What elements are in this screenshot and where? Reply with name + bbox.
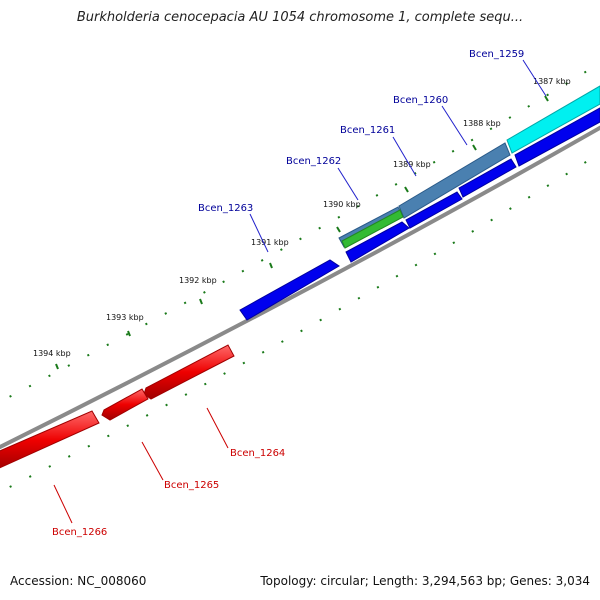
map-title: Burkholderia cenocepacia AU 1054 chromos… [76, 10, 524, 25]
tick-label-1389: 1389 kbp [393, 160, 431, 169]
reverse-label-leaders [53, 407, 229, 524]
major-ticks [55, 95, 549, 370]
tick-label-1388: 1388 kbp [463, 119, 501, 128]
gene-arrow-bcen-1260[interactable] [398, 142, 511, 219]
forward-strand-genes[interactable] [239, 85, 600, 321]
gene-arrow-bcen-1262[interactable] [341, 209, 404, 249]
outer-tick-ring [0, 61, 600, 403]
gene-arrow-forward-5[interactable] [345, 221, 410, 263]
gene-label-bcen-1262[interactable]: Bcen_1262 [286, 156, 341, 167]
gene-arrow-bcen-1259[interactable] [506, 85, 600, 154]
reverse-strand-genes[interactable] [0, 344, 235, 470]
gene-label-bcen-1260[interactable]: Bcen_1260 [393, 95, 448, 106]
gene-label-bcen-1264[interactable]: Bcen_1264 [230, 448, 285, 459]
backbone-line [0, 125, 600, 450]
topology-summary: Topology: circular; Length: 3,294,563 bp… [260, 574, 590, 588]
tick-label-1387: 1387 kbp [533, 77, 571, 86]
gene-arrow-bcen-1263[interactable] [239, 259, 340, 321]
reverse-gene-labels[interactable]: Bcen_1264 Bcen_1265 Bcen_1266 [52, 448, 285, 538]
accession-text: Accession: NC_008060 [10, 574, 147, 588]
forward-label-leaders [249, 59, 547, 253]
inner-tick-ring [0, 151, 600, 494]
gene-arrow-forward-6[interactable] [405, 191, 463, 229]
tick-label-1394: 1394 kbp [33, 349, 71, 358]
tick-label-1391: 1391 kbp [251, 238, 289, 247]
gene-label-bcen-1263[interactable]: Bcen_1263 [198, 203, 253, 214]
gene-arrow-forward-8[interactable] [514, 107, 600, 167]
tick-labels: 1387 kbp 1388 kbp 1389 kbp 1390 kbp 1391… [33, 77, 571, 358]
gene-arrow-forward-7[interactable] [458, 158, 517, 198]
gene-label-bcen-1259[interactable]: Bcen_1259 [469, 49, 524, 60]
gene-label-bcen-1265[interactable]: Bcen_1265 [164, 480, 219, 491]
forward-gene-labels[interactable]: Bcen_1259 Bcen_1260 Bcen_1261 Bcen_1262 … [198, 49, 524, 214]
gene-arrow-bcen-1265[interactable] [101, 388, 149, 421]
tick-label-1390: 1390 kbp [323, 200, 361, 209]
tick-label-1392: 1392 kbp [179, 276, 217, 285]
gene-arrow-bcen-1266[interactable] [0, 410, 100, 470]
gene-label-bcen-1261[interactable]: Bcen_1261 [340, 125, 395, 136]
gene-label-bcen-1266[interactable]: Bcen_1266 [52, 527, 107, 538]
tick-label-1393: 1393 kbp [106, 313, 144, 322]
